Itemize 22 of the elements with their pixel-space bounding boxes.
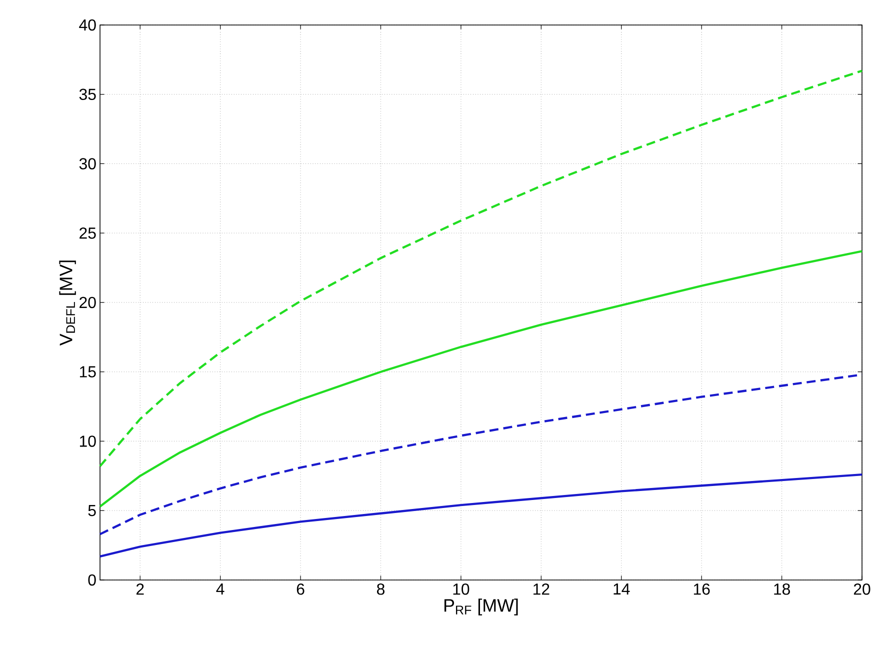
- y-tick-label: 5: [88, 505, 96, 516]
- x-tick-label: 8: [377, 584, 384, 595]
- y-tick-label: 25: [80, 227, 96, 239]
- x-tick-label: 10: [453, 584, 470, 595]
- x-tick-label: 12: [534, 584, 550, 595]
- y-tick-label: 15: [80, 366, 96, 378]
- y-tick-label: 35: [79, 88, 96, 100]
- x-axis-title: P$_{RF}$ [MW]: [444, 598, 518, 616]
- y-tick-label: 40: [79, 19, 96, 31]
- x-tick-label: 18: [774, 584, 790, 595]
- y-tick-label: 30: [79, 158, 96, 170]
- x-tick-label: 4: [216, 584, 224, 594]
- y-tick-label: 20: [80, 296, 96, 308]
- y-axis-title: V$_{DEFL}$ [MV]: [59, 260, 76, 346]
- x-tick-label: 6: [296, 584, 304, 595]
- x-tick-label: 14: [614, 584, 630, 594]
- line-series: [98, 70, 864, 468]
- y-tick-label: 10: [80, 436, 96, 447]
- x-tick-label: 20: [854, 584, 870, 595]
- y-tick-label: 0: [88, 574, 96, 586]
- x-tick-label: 16: [694, 584, 710, 595]
- x-tick-label: 2: [136, 584, 144, 595]
